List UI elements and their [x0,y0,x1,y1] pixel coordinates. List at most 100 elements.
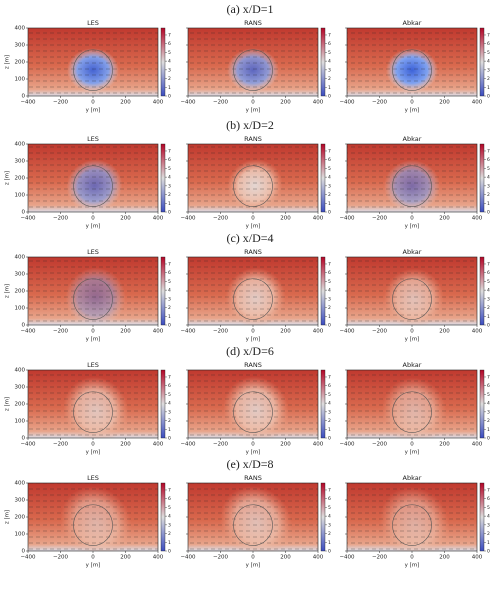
x-tick-label: 400 [313,216,324,222]
x-tick-label: 400 [313,555,324,561]
colorbar-tick-label: 4 [487,175,490,181]
colorbar-tick-label: 3 [487,296,490,302]
colorbar [320,369,326,439]
colorbar-tick-label: 5 [168,505,171,511]
colorbar-tick-label: 2 [487,531,490,537]
x-tick-label: 400 [472,100,483,106]
colorbar-tick-label: 0 [328,94,331,100]
x-tick-label: 0 [251,100,255,106]
colorbar-tick-label: 4 [487,514,490,520]
x-tick-label: −200 [372,329,388,335]
colorbar-tick-label: 2 [328,418,331,424]
colorbar-tick-label: 5 [487,50,490,56]
x-tick-label: −400 [180,216,196,222]
y-label: z [m] [5,284,11,298]
colorbar-tick-label: 7 [487,487,490,493]
colorbar-tick-label: 4 [168,59,171,65]
colorbar-tick-label: 4 [328,175,331,181]
x-tick-label: 400 [153,442,164,448]
colorbar [320,143,326,213]
field [188,28,318,96]
rotor-disk [392,504,432,546]
rotor-disk [392,49,432,91]
x-tick-label: −200 [372,100,388,106]
colorbar-tick-label: 4 [168,401,171,407]
panel-title: RANS [244,135,262,143]
colorbar [479,256,485,326]
panel [27,27,159,97]
y-label: z [m] [5,171,11,185]
rotor-disk [73,49,113,91]
y-tick-label: 300 [15,385,26,391]
colorbar [320,27,326,97]
x-label: y [m] [86,224,101,230]
colorbar-tick-label: 7 [487,261,490,267]
x-tick-label: 400 [313,442,324,448]
colorbar [479,369,485,439]
vectors [347,370,477,438]
x-tick-label: −400 [20,216,36,222]
y-tick-label: 400 [15,26,26,32]
colorbar-tick-label: 0 [168,436,171,442]
colorbar [479,482,485,552]
colorbar-tick-label: 1 [487,427,490,433]
y-tick-label: 0 [22,210,26,216]
x-label: y [m] [86,450,101,456]
colorbar-tick-label: 0 [487,549,490,555]
colorbar [160,256,166,326]
vectors [28,28,158,96]
colorbar-tick-label: 0 [328,323,331,329]
colorbar-tick-label: 7 [328,148,331,154]
y-tick-label: 0 [22,94,26,100]
x-tick-label: −400 [20,329,36,335]
x-tick-label: 0 [91,555,95,561]
panel-title: RANS [244,248,262,256]
colorbar [320,482,326,552]
x-tick-label: 400 [153,216,164,222]
rotor-disk [233,165,273,207]
y-tick-label: 300 [15,498,26,504]
rotor-disk [233,391,273,433]
x-tick-label: 200 [120,216,131,222]
x-tick-label: −200 [53,555,69,561]
colorbar [160,27,166,97]
caption: (e) x/D=8 [226,457,273,471]
colorbar-tick-label: 3 [168,522,171,528]
field [28,257,158,325]
colorbar-tick-label: 7 [328,487,331,493]
x-label: y [m] [246,563,261,569]
colorbar-tick-label: 1 [487,85,490,91]
panel [187,27,319,97]
colorbar-tick-label: 5 [328,505,331,511]
y-tick-label: 0 [22,436,26,442]
colorbar-tick-label: 6 [328,496,331,502]
colorbar-tick-label: 0 [328,436,331,442]
colorbar-tick-label: 1 [487,540,490,546]
rotor-disk [392,391,432,433]
colorbar-tick-label: 1 [168,540,171,546]
colorbar-tick-label: 0 [328,549,331,555]
y-tick-label: 400 [15,481,26,487]
x-tick-label: −400 [180,329,196,335]
colorbar-tick-label: 6 [168,383,171,389]
field [347,28,477,96]
x-tick-label: 200 [120,329,131,335]
colorbar-tick-label: 2 [328,192,331,198]
colorbar-tick-label: 0 [487,436,490,442]
colorbar-tick-label: 6 [168,41,171,47]
colorbar-tick-label: 2 [168,192,171,198]
colorbar-tick-label: 2 [487,192,490,198]
x-tick-label: 200 [280,216,291,222]
x-tick-label: −200 [53,442,69,448]
x-tick-label: 0 [251,442,255,448]
panel-title: RANS [244,361,262,369]
x-tick-label: −200 [213,216,229,222]
field [188,370,318,438]
panel [187,369,319,439]
colorbar-tick-label: 4 [168,514,171,520]
panel-title: LES [87,19,99,27]
rotor-disk [392,278,432,320]
colorbar-tick-label: 7 [487,374,490,380]
colorbar-tick-label: 5 [487,166,490,172]
